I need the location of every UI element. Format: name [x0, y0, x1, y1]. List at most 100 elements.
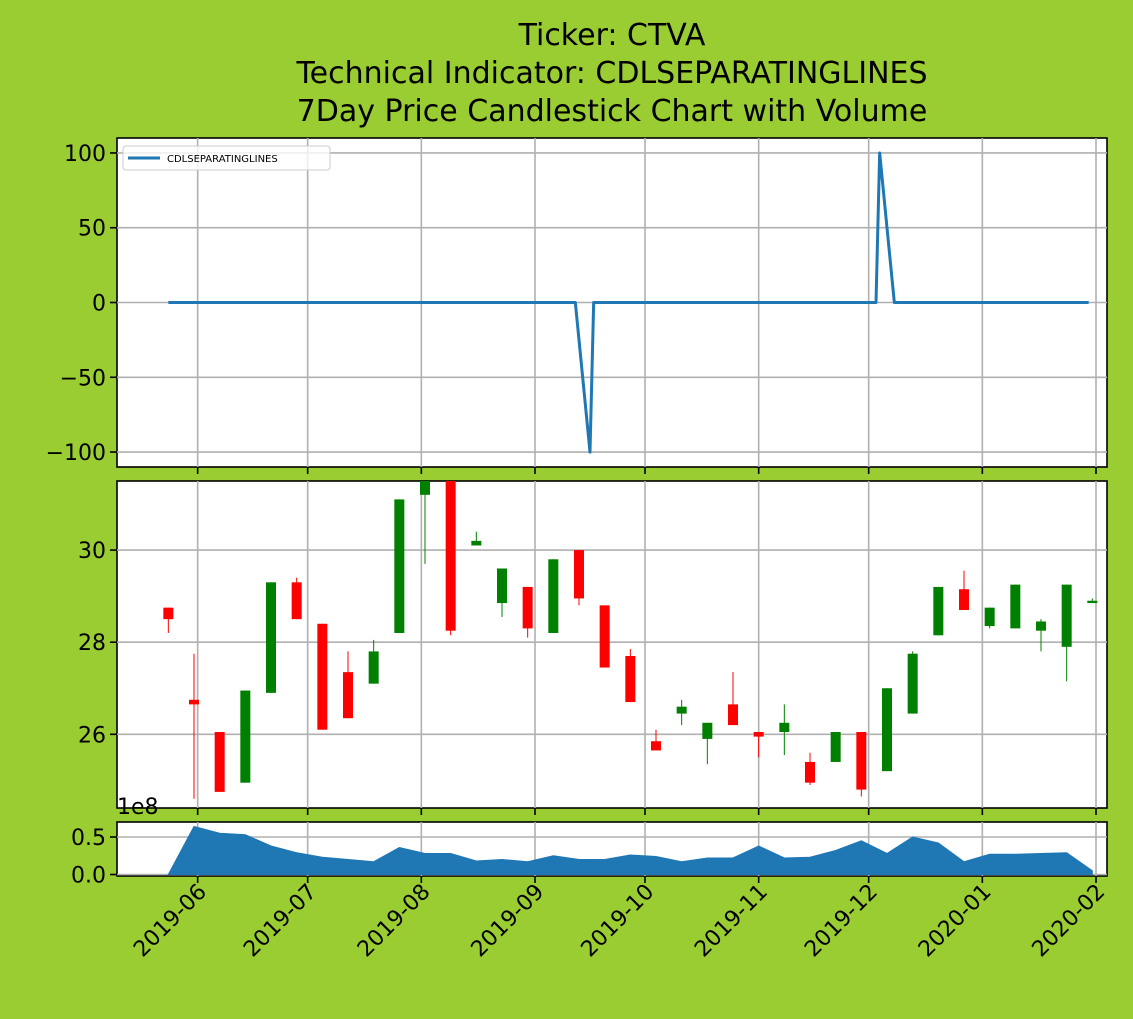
candle-2019-08-16	[471, 531, 482, 546]
indicator-legend: CDLSEPARATINGLINES	[122, 145, 331, 171]
indicator-ytick-label-3: −50	[60, 366, 106, 391]
candle-body	[830, 732, 841, 762]
candle-2019-12-27	[959, 570, 969, 610]
candle-body	[266, 582, 276, 693]
price-ytick-label-2: 30	[78, 539, 106, 564]
volume-ytick-label-0: 0.0	[71, 864, 106, 889]
candle-2019-06-14	[240, 690, 251, 783]
price-plot-area	[116, 480, 1108, 809]
candle-2019-12-06	[882, 688, 892, 772]
candle-2019-09-20	[599, 605, 610, 668]
candle-2019-09-27	[625, 649, 636, 703]
candle-body	[856, 732, 867, 790]
candle-body	[471, 540, 482, 546]
candle-body	[651, 741, 661, 751]
candle-body	[805, 761, 815, 783]
candle-2019-12-20	[933, 586, 944, 636]
volume-plot-content	[117, 822, 1107, 876]
candle-body	[1010, 584, 1021, 629]
candle-2019-12-13	[907, 651, 918, 714]
candle-body	[189, 699, 199, 705]
candle-body	[317, 623, 328, 730]
candle-2019-11-01	[753, 732, 764, 758]
candle-2019-10-18	[702, 722, 713, 765]
candle-body	[1087, 600, 1098, 604]
candle-body	[574, 550, 584, 599]
legend-box	[122, 145, 331, 171]
candle-body	[625, 656, 636, 703]
candle-body	[779, 722, 790, 733]
legend-label: CDLSEPARATINGLINES	[167, 154, 278, 165]
candle-body	[497, 568, 507, 604]
candle-body	[959, 589, 969, 610]
indicator-ytick-label-1: 50	[78, 217, 106, 242]
price-ytick-label-0: 26	[78, 723, 106, 748]
chart-title-line-1: Ticker: CTVA	[518, 18, 706, 53]
candle-2020-01-31	[1087, 598, 1098, 604]
candle-2019-11-15	[805, 752, 815, 785]
candle-2019-10-11	[676, 699, 687, 726]
volume-area	[167, 825, 1093, 875]
volume-ytick-label-1: 0.5	[71, 826, 106, 851]
candle-2019-07-26	[394, 499, 405, 633]
candle-body	[394, 499, 405, 633]
indicator-ytick-label-0: 100	[64, 142, 106, 167]
candle-body	[214, 732, 225, 792]
volume-scale-label: 1e8	[117, 795, 159, 820]
candle-2019-06-28	[291, 577, 302, 620]
candle-2020-01-24	[1061, 584, 1072, 682]
candle-2019-09-13	[574, 550, 584, 606]
candle-2019-08-30	[522, 586, 533, 638]
candle-2019-06-21	[266, 582, 276, 693]
candle-2019-05-31	[189, 653, 199, 799]
indicator-line	[168, 151, 1089, 454]
candle-2019-06-07	[214, 732, 225, 792]
indicator-panel: 100 50 0 −50 −100 CDLSEPARATINGLINES	[46, 137, 1108, 474]
candle-2020-01-10	[1010, 584, 1021, 629]
candle-body	[599, 605, 610, 668]
volume-panel: 0.0 0.5 1e8	[71, 795, 1108, 889]
candle-body	[933, 586, 944, 636]
candle-body	[240, 690, 251, 783]
candle-body	[368, 651, 379, 684]
candle-2019-11-08	[779, 704, 790, 756]
price-plot-content	[117, 481, 1107, 808]
candle-2020-01-17	[1036, 619, 1046, 652]
candle-body	[753, 732, 764, 737]
candle-2019-10-04	[651, 729, 661, 751]
candle-2019-11-29	[856, 732, 867, 797]
chart-title-line-2: Technical Indicator: CDLSEPARATINGLINES	[295, 56, 927, 91]
candle-2019-10-25	[728, 672, 738, 726]
candle-body	[676, 706, 687, 714]
candle-body	[291, 582, 302, 620]
indicator-ytick-label-4: −100	[46, 441, 106, 466]
candle-2019-07-12	[343, 651, 353, 719]
candle-body	[984, 607, 995, 627]
candle-body	[1036, 621, 1046, 631]
candle-body	[343, 672, 353, 719]
candle-2019-09-06	[548, 559, 559, 633]
candle-body	[548, 559, 559, 633]
candle-body	[728, 704, 738, 726]
candle-2020-01-03	[984, 607, 995, 629]
candle-2019-05-24	[163, 607, 174, 633]
candle-body	[522, 586, 533, 629]
candle-2019-08-23	[497, 568, 507, 617]
candle-body	[907, 653, 918, 714]
candle-body	[163, 607, 174, 620]
candle-body	[882, 688, 892, 772]
candle-2019-08-02	[420, 481, 430, 564]
candle-body	[1061, 584, 1072, 647]
candle-2019-07-05	[317, 623, 328, 730]
candle-body	[420, 481, 430, 495]
indicator-ytick-label-2: 0	[92, 292, 106, 317]
candle-body	[445, 481, 456, 631]
candle-2019-11-22	[830, 732, 841, 762]
chart-title-line-3: 7Day Price Candlestick Chart with Volume	[297, 94, 928, 129]
price-panel: 26 28 30	[78, 480, 1108, 815]
price-ytick-label-1: 28	[78, 631, 106, 656]
candle-2019-08-09	[445, 481, 456, 636]
candle-2019-07-19	[368, 639, 379, 684]
candle-body	[702, 722, 713, 739]
